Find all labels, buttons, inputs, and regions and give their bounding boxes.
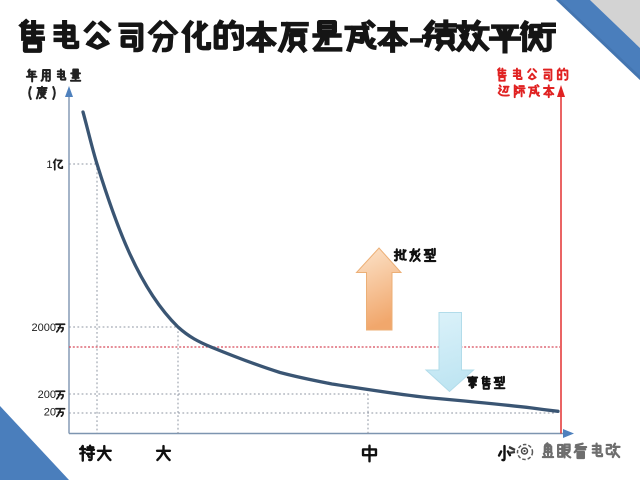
svg-text:1: 1 bbox=[46, 159, 52, 171]
svg-text:20: 20 bbox=[44, 407, 56, 419]
svg-text:2000: 2000 bbox=[32, 322, 56, 334]
svg-text:200: 200 bbox=[38, 389, 56, 401]
